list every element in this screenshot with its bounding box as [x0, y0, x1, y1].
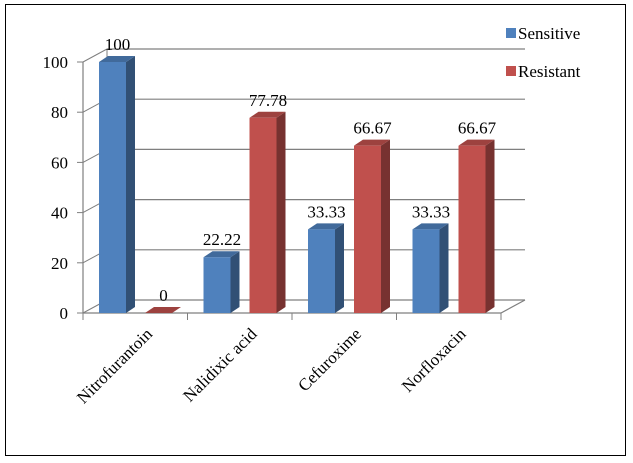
y-tick-label: 60: [51, 153, 68, 172]
bar-side: [439, 223, 449, 313]
bar: [145, 307, 181, 313]
bar-side: [276, 111, 286, 313]
x-tick-label: Norfloxacin: [398, 324, 470, 396]
data-label: 33.33: [307, 202, 345, 221]
bar-side: [230, 251, 240, 313]
bar-top: [412, 223, 449, 230]
bar-top: [354, 139, 390, 146]
bar-top: [203, 251, 240, 258]
x-tick-label: Cefuroxime: [294, 324, 365, 395]
bar-side: [335, 223, 344, 313]
legend-swatch-resistant: [506, 66, 516, 76]
bar-top: [308, 223, 344, 230]
bar-top: [145, 307, 181, 313]
bar-front: [412, 229, 440, 313]
x-tick-label: Nalidixic acid: [179, 324, 261, 406]
data-label: 33.33: [412, 202, 450, 221]
bar-front: [249, 117, 277, 313]
bar: [99, 56, 135, 313]
bar: [203, 251, 240, 313]
bar-top: [458, 139, 495, 146]
bar-side: [126, 56, 135, 313]
y-tick-label: 20: [51, 254, 68, 273]
axes: [77, 49, 526, 320]
legend-label-sensitive: Sensitive: [518, 24, 580, 43]
bar-front: [99, 62, 126, 313]
data-label: 77.78: [249, 91, 287, 110]
gridline-depth: [82, 48, 108, 63]
bar: [354, 139, 390, 313]
legend-label-resistant: Resistant: [518, 62, 581, 81]
data-label: 66.67: [353, 119, 392, 138]
bar: [308, 223, 344, 313]
bar: [412, 223, 449, 313]
legend: Sensitive Resistant: [506, 24, 581, 81]
bar-front: [308, 229, 335, 313]
bar-top: [249, 111, 286, 118]
bar-top: [99, 56, 135, 62]
x-tick-label: Nitrofurantoin: [73, 324, 156, 407]
bar-front: [458, 145, 486, 313]
y-tick-label: 80: [51, 103, 68, 122]
bar-side: [485, 139, 495, 313]
legend-swatch-sensitive: [506, 28, 516, 38]
bar: [249, 111, 286, 313]
data-label: 22.22: [203, 230, 241, 249]
bar-front: [203, 257, 231, 313]
y-tick-label: 0: [60, 304, 69, 323]
data-label: 66.67: [458, 119, 497, 138]
data-label: 0: [159, 286, 168, 305]
bar-front: [354, 145, 381, 313]
data-label: 100: [105, 35, 131, 54]
bars: [99, 56, 495, 313]
bar-side: [381, 139, 390, 313]
y-tick-label: 100: [43, 53, 69, 72]
bar: [458, 139, 495, 313]
y-tick-label: 40: [51, 204, 68, 223]
